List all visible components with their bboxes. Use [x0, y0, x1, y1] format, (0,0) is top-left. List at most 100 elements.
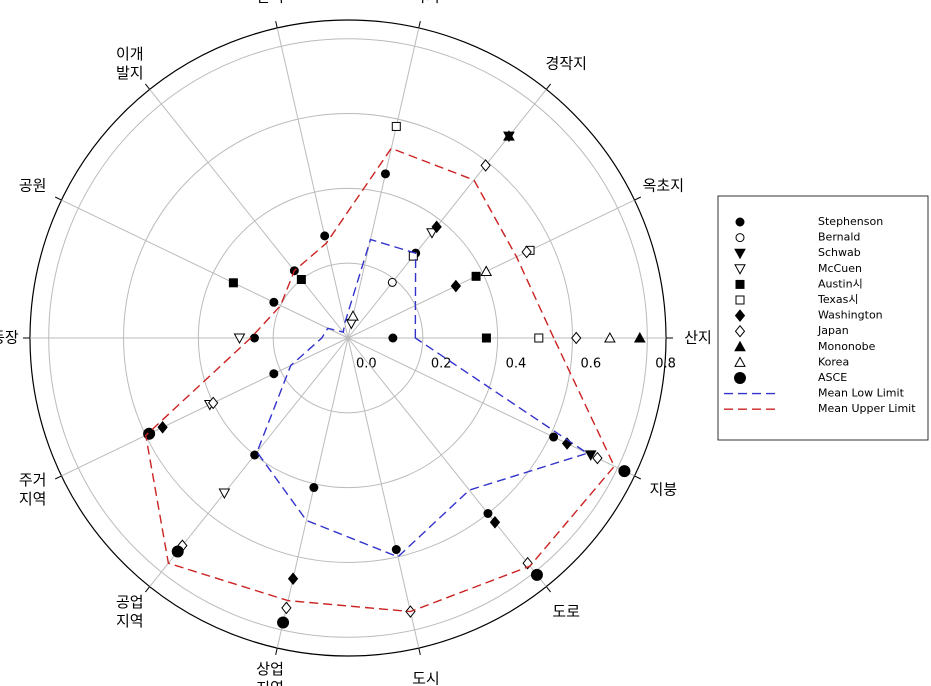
legend-marker — [735, 279, 745, 289]
spoke — [149, 89, 349, 339]
legend-label: Mean Low Limit — [818, 387, 905, 400]
series — [145, 147, 616, 613]
series — [503, 130, 646, 343]
point — [471, 271, 481, 281]
legend-marker — [734, 309, 746, 322]
category-label: 경작지 — [545, 54, 587, 73]
series-line — [145, 147, 616, 613]
series-line — [256, 238, 589, 558]
series — [256, 238, 589, 558]
category-label: 산지 — [684, 328, 712, 347]
point — [228, 278, 238, 288]
category-label: 상업 지역 — [256, 660, 284, 686]
spoke — [347, 337, 547, 587]
legend-marker — [734, 372, 746, 384]
legend-marker — [734, 248, 746, 260]
point — [530, 568, 543, 581]
point — [480, 159, 491, 172]
axis-tick — [275, 21, 278, 29]
point — [534, 333, 544, 343]
category-label: 이개 발지 — [115, 45, 144, 83]
point — [320, 231, 330, 241]
axis-tick — [54, 475, 62, 480]
spoke — [61, 337, 349, 477]
point — [618, 465, 631, 478]
legend-label: Austin시 — [818, 277, 863, 290]
category-label: 공원 — [18, 176, 47, 195]
axis-tick — [418, 21, 421, 29]
legend-label: ASCE — [818, 371, 847, 384]
point — [549, 432, 559, 442]
r-tick-label: 0.4 — [506, 357, 527, 372]
category-label: 나지 — [412, 0, 440, 6]
legend-box — [717, 195, 929, 441]
point — [388, 333, 398, 343]
legend-marker — [734, 264, 746, 275]
category-label: 주거 지역 — [18, 470, 47, 508]
point — [287, 572, 299, 586]
point — [450, 279, 462, 293]
legend-marker — [735, 233, 745, 243]
r-tick-label: 0.0 — [356, 357, 377, 372]
point — [296, 275, 306, 285]
legend-label: Texas시 — [817, 293, 859, 306]
series — [177, 159, 603, 618]
point — [157, 420, 168, 434]
r-tick-label: 0.6 — [580, 357, 601, 372]
series — [143, 427, 631, 629]
point — [277, 616, 290, 629]
series — [347, 265, 616, 343]
legend-label: Bernald — [818, 231, 860, 244]
point — [218, 488, 231, 500]
spoke — [276, 27, 349, 339]
r-tick-label: 0.2 — [431, 357, 452, 372]
point — [489, 515, 501, 529]
legend-label: Mean Upper Limit — [818, 402, 916, 415]
category-label: 잔디 — [256, 0, 284, 6]
point — [269, 369, 279, 379]
legend-marker — [734, 340, 746, 352]
spoke — [347, 27, 420, 339]
point — [483, 508, 493, 518]
point — [249, 333, 259, 343]
spoke — [347, 337, 420, 649]
spoke — [347, 89, 547, 339]
point — [208, 396, 219, 410]
point — [281, 601, 292, 615]
spoke — [61, 199, 349, 339]
axis-tick — [54, 196, 62, 201]
axis-tick — [634, 196, 642, 201]
legend-label: Schwab — [818, 246, 861, 259]
series — [387, 277, 397, 287]
series — [503, 131, 597, 461]
category-label: 공업 지역 — [115, 592, 144, 630]
legend-marker — [734, 356, 746, 367]
series — [249, 169, 559, 555]
legend-label: Korea — [818, 355, 849, 368]
series — [157, 220, 573, 586]
category-label: 지붕 — [649, 480, 678, 499]
legend-marker — [735, 295, 745, 305]
category-label: 도로 — [552, 602, 581, 621]
spoke — [276, 337, 349, 649]
point — [592, 451, 603, 465]
point — [171, 545, 184, 558]
point — [426, 228, 438, 239]
point — [309, 483, 319, 493]
point — [431, 220, 442, 234]
point — [380, 169, 390, 179]
point — [633, 331, 646, 343]
legend-marker — [734, 324, 746, 338]
category-label: 도시 — [412, 669, 440, 686]
point — [503, 130, 515, 141]
point — [345, 318, 358, 330]
legend-label: Washington — [818, 309, 883, 322]
point — [250, 450, 260, 460]
point — [604, 331, 616, 343]
spoke — [347, 199, 635, 339]
point — [143, 427, 156, 440]
axis-tick — [545, 586, 552, 593]
point — [347, 310, 359, 321]
